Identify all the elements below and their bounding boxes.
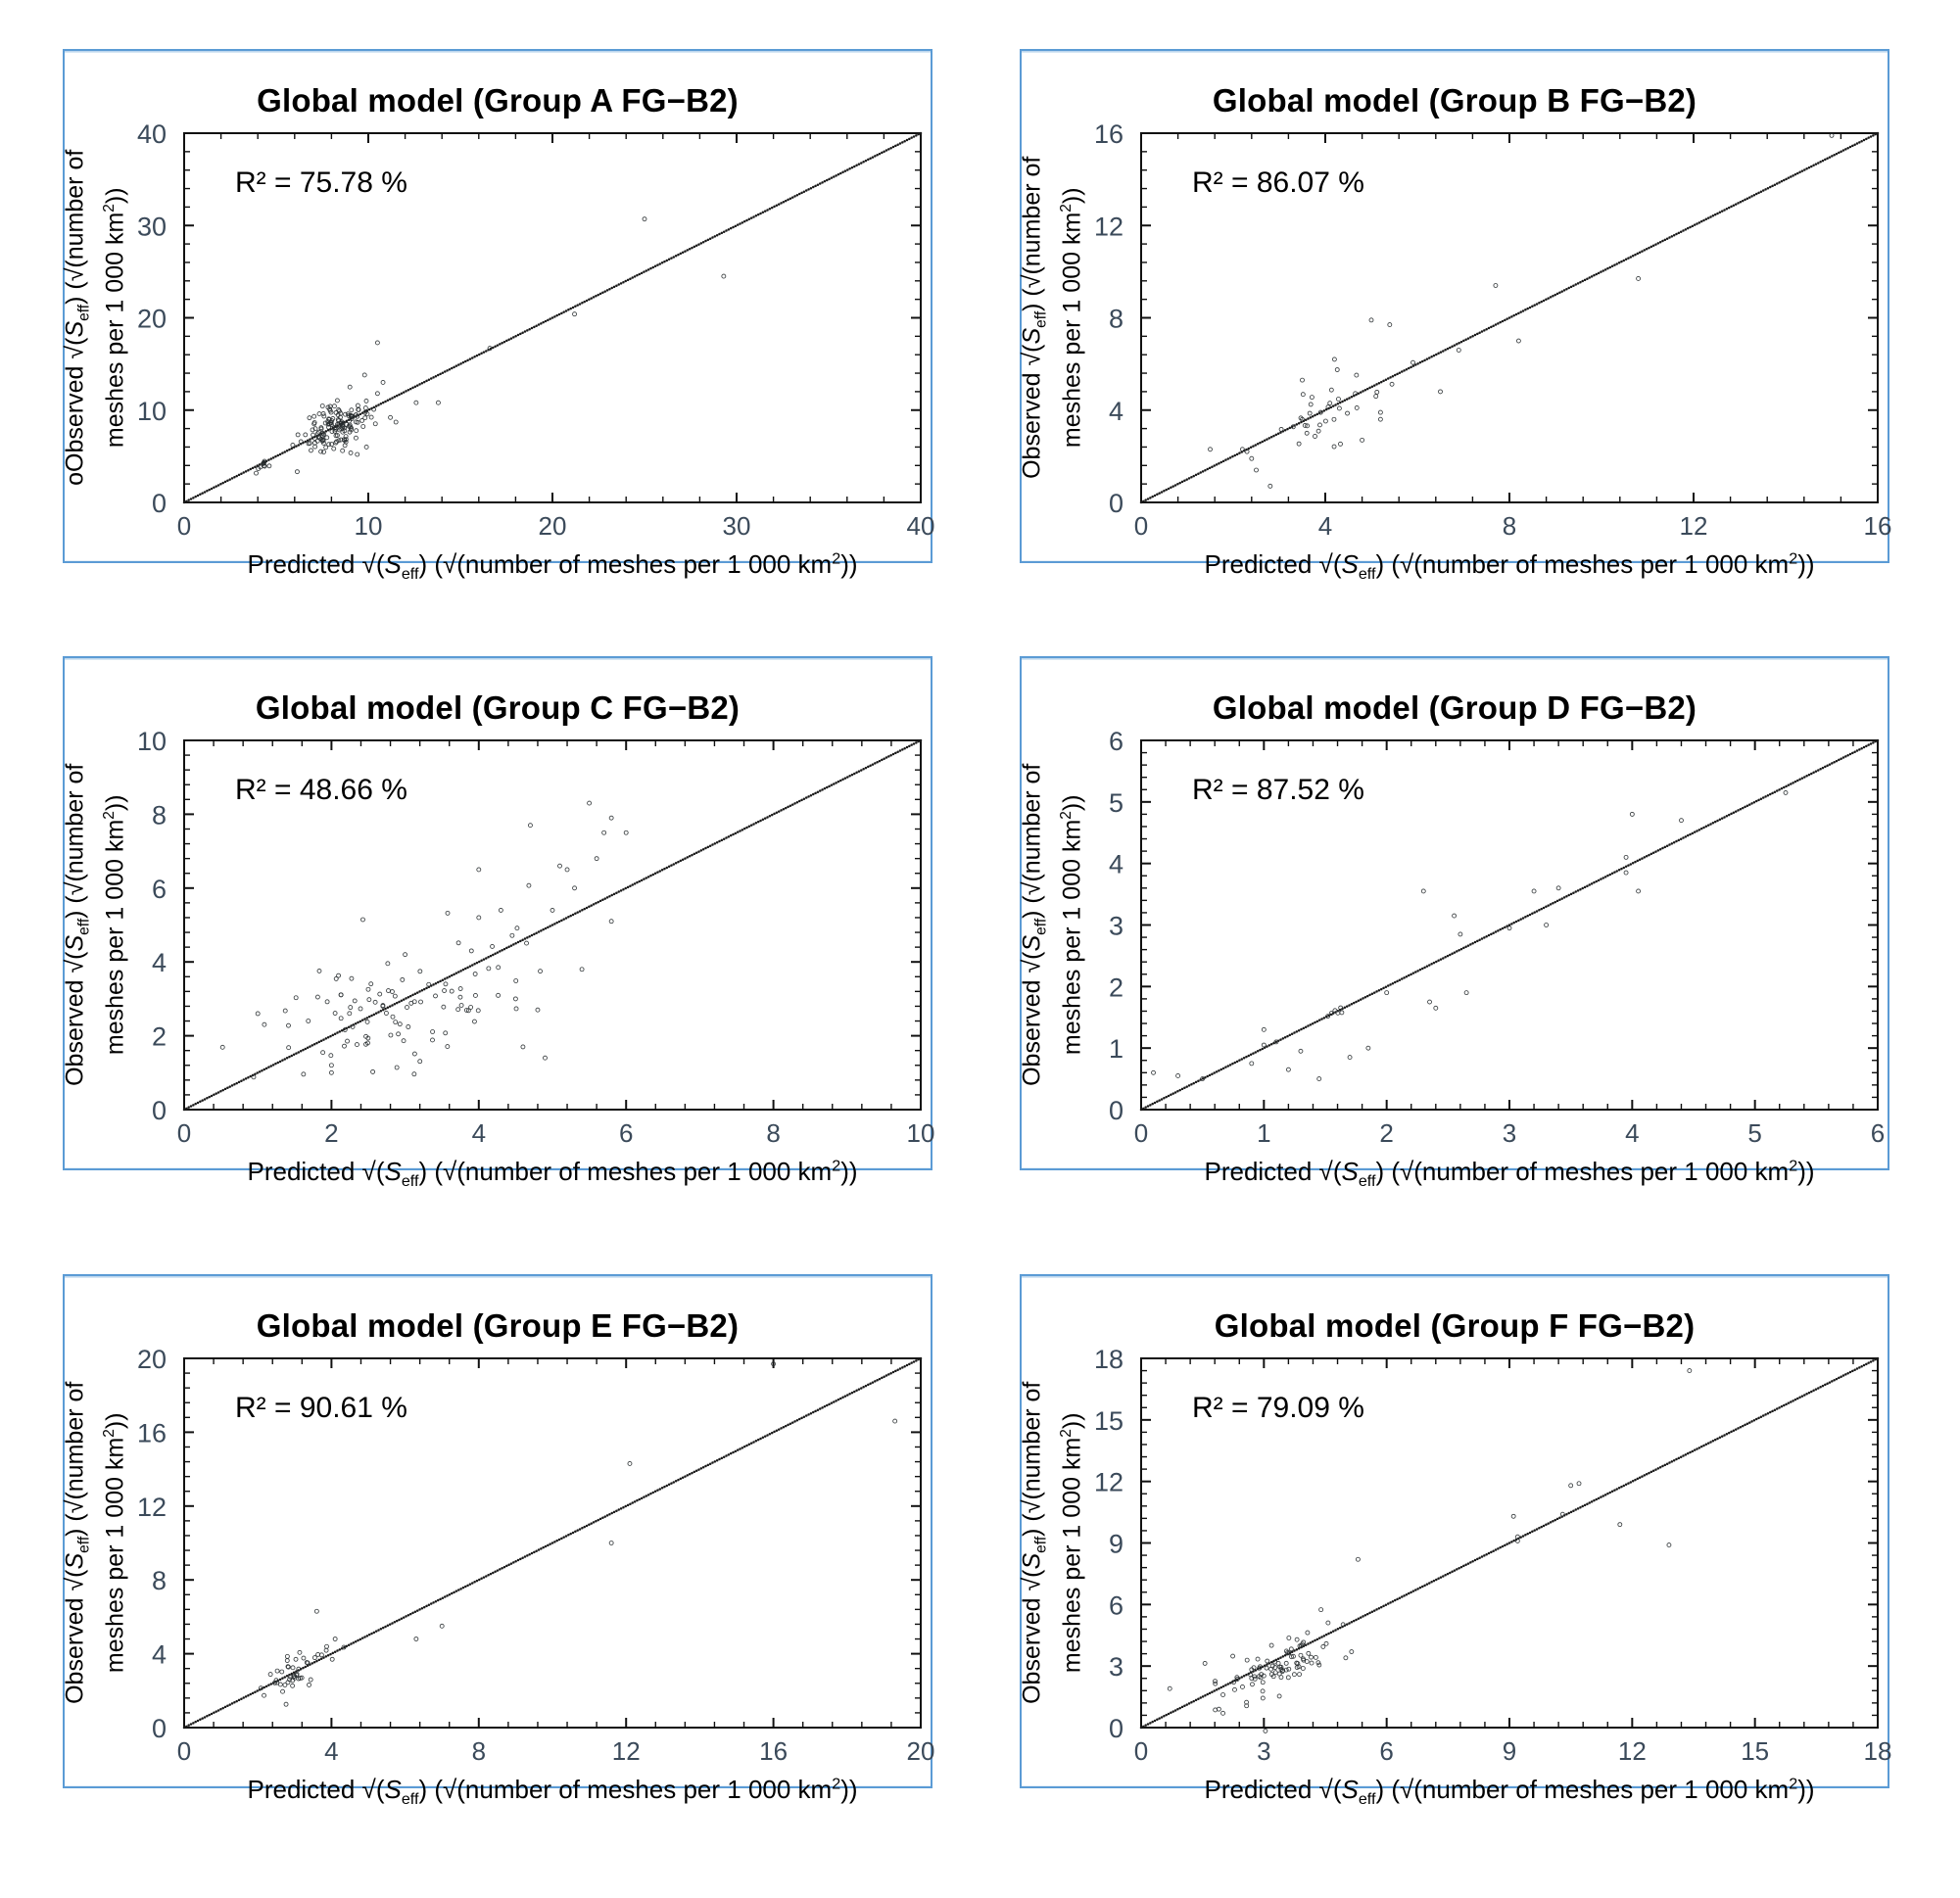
svg-text:4: 4 (1109, 850, 1123, 879)
svg-text:4: 4 (1109, 397, 1123, 426)
svg-text:4: 4 (472, 1118, 486, 1148)
svg-text:0: 0 (152, 1714, 167, 1743)
svg-text:0: 0 (1109, 1714, 1123, 1743)
svg-text:20: 20 (137, 1345, 167, 1374)
svg-text:10: 10 (355, 511, 383, 541)
svg-text:8: 8 (152, 800, 167, 830)
svg-text:6: 6 (1109, 727, 1123, 756)
svg-text:3: 3 (1257, 1736, 1270, 1766)
svg-text:20: 20 (907, 1736, 935, 1766)
svg-text:10: 10 (137, 727, 167, 756)
svg-text:6: 6 (152, 875, 167, 904)
svg-text:5: 5 (1109, 788, 1123, 818)
svg-text:12: 12 (137, 1493, 167, 1522)
svg-text:2: 2 (152, 1022, 167, 1052)
svg-text:0: 0 (177, 1118, 191, 1148)
svg-text:20: 20 (137, 305, 167, 334)
svg-text:0: 0 (1134, 1118, 1148, 1148)
svg-text:5: 5 (1747, 1118, 1761, 1148)
svg-text:30: 30 (137, 212, 167, 241)
svg-text:16: 16 (137, 1418, 167, 1447)
svg-text:0: 0 (1109, 1096, 1123, 1125)
svg-text:30: 30 (723, 511, 751, 541)
svg-text:8: 8 (1109, 305, 1123, 334)
svg-text:6: 6 (1379, 1736, 1393, 1766)
svg-text:10: 10 (137, 397, 167, 426)
svg-text:2: 2 (1379, 1118, 1393, 1148)
svg-text:20: 20 (539, 511, 567, 541)
svg-text:8: 8 (766, 1118, 780, 1148)
svg-text:12: 12 (612, 1736, 641, 1766)
svg-text:1: 1 (1109, 1034, 1123, 1064)
svg-text:16: 16 (1864, 511, 1892, 541)
svg-text:6: 6 (619, 1118, 633, 1148)
svg-text:10: 10 (907, 1118, 935, 1148)
svg-text:0: 0 (152, 1096, 167, 1125)
svg-text:9: 9 (1503, 1736, 1516, 1766)
svg-text:2: 2 (1109, 973, 1123, 1002)
svg-text:12: 12 (1680, 511, 1708, 541)
svg-text:0: 0 (1134, 1736, 1148, 1766)
svg-text:0: 0 (177, 1736, 191, 1766)
svg-text:4: 4 (152, 1640, 167, 1670)
svg-text:0: 0 (1134, 511, 1148, 541)
svg-text:1: 1 (1257, 1118, 1270, 1148)
svg-text:3: 3 (1109, 912, 1123, 941)
svg-text:0: 0 (177, 511, 191, 541)
svg-text:3: 3 (1503, 1118, 1516, 1148)
svg-text:18: 18 (1094, 1345, 1123, 1374)
svg-text:4: 4 (1318, 511, 1332, 541)
svg-text:12: 12 (1094, 212, 1123, 241)
svg-text:8: 8 (152, 1566, 167, 1595)
svg-text:16: 16 (759, 1736, 788, 1766)
svg-text:6: 6 (1109, 1590, 1123, 1620)
svg-text:4: 4 (152, 948, 167, 977)
svg-text:15: 15 (1094, 1406, 1123, 1436)
svg-text:3: 3 (1109, 1652, 1123, 1682)
svg-text:40: 40 (907, 511, 935, 541)
svg-text:2: 2 (324, 1118, 338, 1148)
svg-text:0: 0 (152, 489, 167, 518)
svg-text:9: 9 (1109, 1530, 1123, 1559)
svg-text:4: 4 (324, 1736, 338, 1766)
svg-text:40: 40 (137, 119, 167, 149)
svg-text:18: 18 (1864, 1736, 1892, 1766)
svg-text:8: 8 (1503, 511, 1516, 541)
svg-text:6: 6 (1871, 1118, 1885, 1148)
svg-text:4: 4 (1625, 1118, 1639, 1148)
svg-text:15: 15 (1741, 1736, 1769, 1766)
svg-text:0: 0 (1109, 489, 1123, 518)
svg-text:12: 12 (1094, 1468, 1123, 1497)
svg-text:12: 12 (1618, 1736, 1647, 1766)
svg-text:16: 16 (1094, 119, 1123, 149)
svg-text:8: 8 (472, 1736, 486, 1766)
